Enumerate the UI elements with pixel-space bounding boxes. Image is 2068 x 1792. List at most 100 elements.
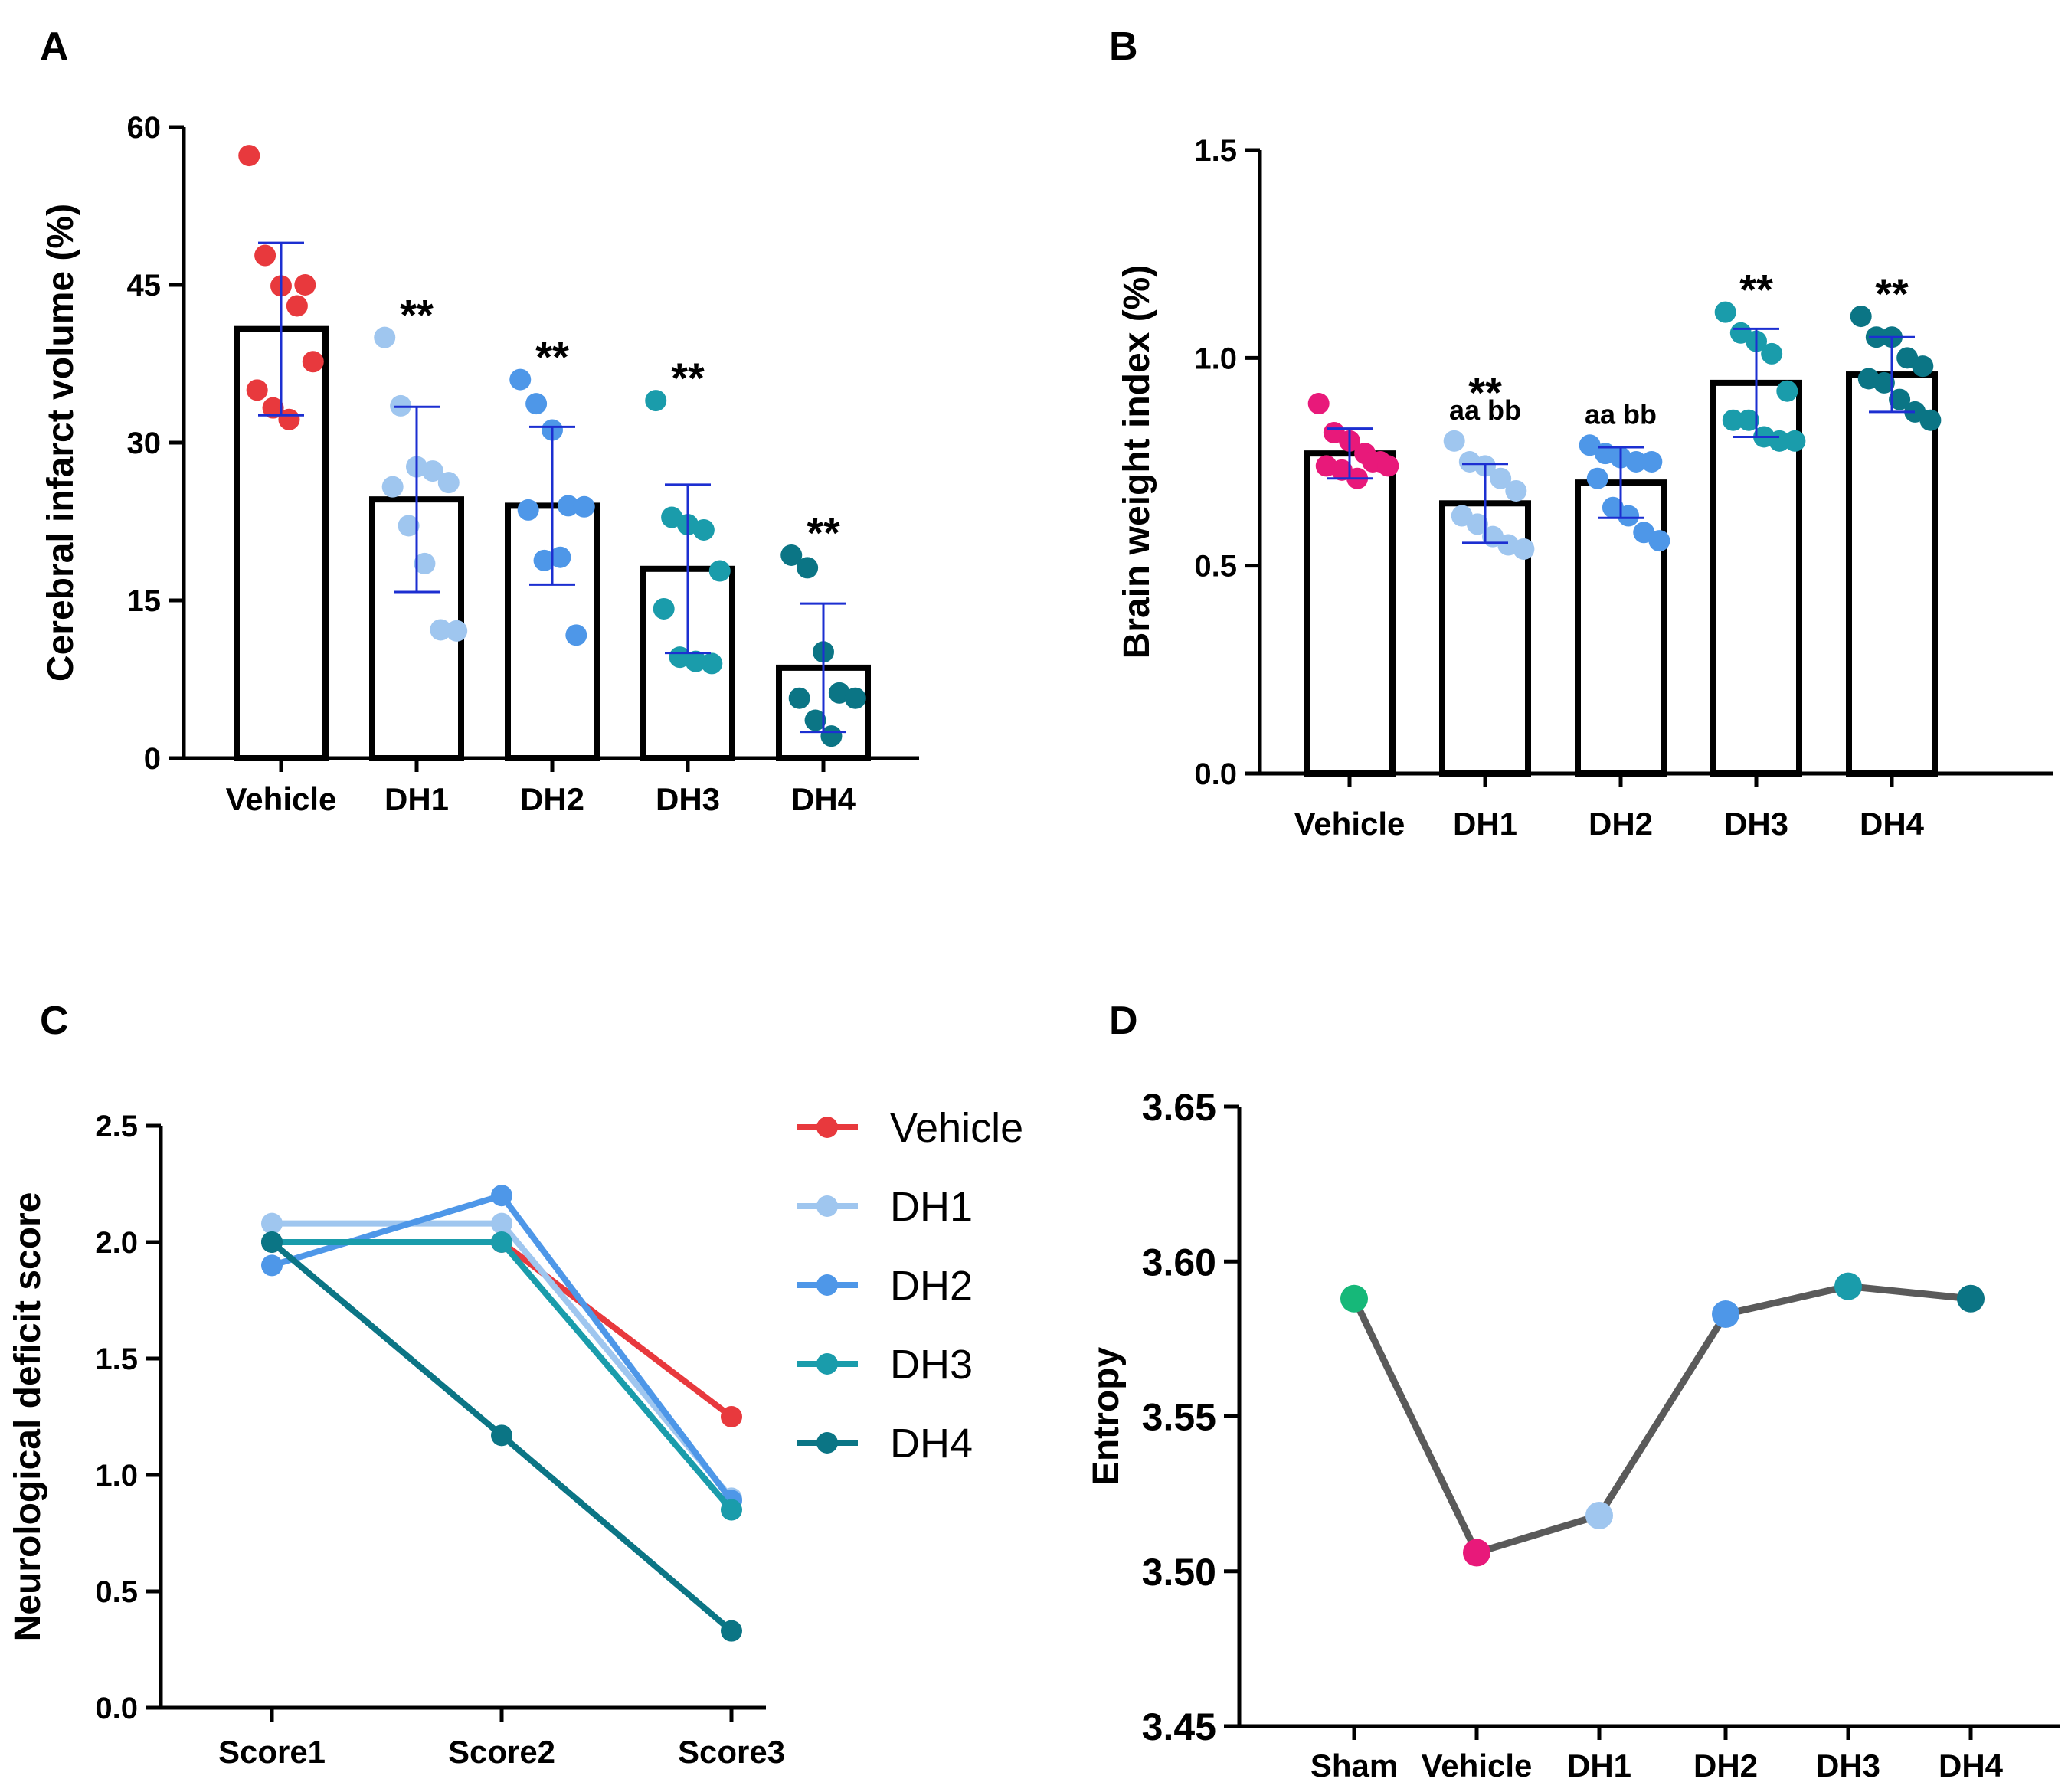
a-point-DH1 [381,476,404,498]
a-point-DH3 [692,518,715,541]
a-point-Vehicle [278,408,300,430]
b-point-DH3 [1722,409,1744,431]
b-point-DH2 [1586,467,1608,489]
b-point-DH3 [1737,409,1759,431]
c-point-DH4 [491,1424,512,1447]
c-point-DH1 [491,1212,512,1234]
a-x-label-DH1: DH1 [384,781,449,817]
c-legend-marker-Vehicle [816,1117,838,1138]
d-point-Sham [1340,1284,1368,1313]
b-point-DH1 [1490,467,1512,489]
panel-d-letter: D [1109,999,1138,1043]
b-x-label-DH4: DH4 [1860,806,1925,842]
b-point-DH2 [1618,505,1640,527]
a-point-Vehicle [246,379,268,401]
a-point-DH2 [557,495,579,517]
a-significance-DH3: ** [671,354,705,402]
a-point-DH1 [414,552,436,574]
a-point-DH2 [525,393,548,415]
d-point-DH1 [1585,1501,1613,1529]
c-y-tick-label: 0.5 [95,1575,138,1609]
panel-b-letter: B [1109,25,1138,69]
a-y-tick-label: 60 [127,111,162,145]
c-x-label-Score2: Score2 [448,1734,555,1770]
b-subannotation-DH1: aa bb [1449,394,1521,426]
b-x-label-DH1: DH1 [1453,806,1517,842]
b-y-tick-label: 1.5 [1194,134,1237,168]
c-point-DH2 [491,1185,512,1207]
panel-c-letter: C [40,999,69,1043]
a-point-DH2 [517,499,539,521]
b-x-label-Vehicle: Vehicle [1294,806,1405,842]
b-point-DH2 [1648,530,1670,552]
d-x-label-DH2: DH2 [1693,1748,1758,1784]
b-y-tick-label: 1.0 [1194,342,1237,375]
d-x-label-Vehicle: Vehicle [1422,1748,1533,1784]
b-point-DH4 [1912,355,1934,378]
a-y-tick-label: 30 [127,427,162,460]
a-point-DH3 [708,560,731,582]
d-point-Vehicle [1463,1539,1490,1567]
a-point-DH2 [509,368,532,391]
b-significance-DH3: ** [1739,266,1773,314]
a-point-DH2 [533,549,555,571]
a-point-DH4 [820,725,843,747]
b-bar-Vehicle [1304,450,1396,777]
c-x-label-Score1: Score1 [218,1734,326,1770]
a-point-Vehicle [286,295,308,317]
a-point-DH3 [653,597,675,620]
a-point-Vehicle [302,351,324,373]
a-point-DH4 [844,687,866,709]
b-point-DH4 [1873,371,1895,394]
a-point-DH1 [398,515,420,537]
a-point-DH4 [797,557,819,579]
panel-a-letter: A [40,25,69,69]
c-legend-marker-DH3 [816,1353,838,1375]
d-y-tick-label: 3.65 [1142,1086,1216,1129]
b-y-tick-label: 0.5 [1194,550,1237,584]
a-point-DH3 [685,650,707,672]
d-x-label-DH4: DH4 [1939,1748,2004,1784]
c-legend-marker-DH1 [816,1195,838,1217]
b-point-DH2 [1641,451,1663,473]
b-point-DH1 [1505,479,1527,502]
b-point-DH3 [1784,430,1806,452]
a-x-label-DH3: DH3 [656,781,720,817]
b-y-axis-label: Brain weight index (%) [1117,265,1157,659]
d-line-entropy [1350,1283,1971,1557]
c-point-DH4 [721,1620,742,1642]
panel-d-chart: 3.45 3.50 3.55 3.60 3.65 Entropy Sham Vehicle DH… [1086,1086,2060,1784]
a-significance-DH4: ** [807,508,840,557]
d-y-axis-label: Entropy [1086,1347,1127,1486]
a-y-tick-label: 45 [127,269,162,302]
d-x-label-DH1: DH1 [1567,1748,1631,1784]
d-point-DH4 [1957,1284,1985,1313]
c-point-DH3 [721,1499,742,1521]
panel-a-chart: 0 15 30 45 60 Cerebral infarct volume (%) Vehi… [41,111,919,817]
a-point-DH3 [701,652,723,675]
b-subannotation-DH2: aa bb [1585,398,1657,430]
c-point-DH2 [261,1254,283,1277]
a-y-tick-label: 0 [144,742,161,776]
c-legend-label-DH4: DH4 [890,1421,973,1467]
a-point-DH1 [437,472,460,494]
b-point-DH4 [1919,409,1942,431]
b-point-DH2 [1625,451,1648,473]
a-significance-DH1: ** [400,291,434,339]
d-y-tick-label: 3.50 [1142,1551,1216,1594]
a-x-label-DH2: DH2 [520,781,584,817]
d-x-label-DH3: DH3 [1816,1748,1880,1784]
b-x-label-DH3: DH3 [1724,806,1788,842]
c-line-DH3 [272,1239,735,1512]
c-y-axis-label: Neurological deficit score [8,1192,48,1642]
d-point-DH2 [1712,1300,1739,1329]
b-y-tick-label: 0.0 [1194,757,1237,791]
d-y-tick-label: 3.60 [1142,1241,1216,1284]
a-point-DH1 [430,619,452,641]
d-y-tick-label: 3.55 [1142,1396,1216,1439]
a-point-DH2 [549,546,571,568]
c-legend-label-DH3: DH3 [890,1342,973,1388]
b-bar-DH4 [1846,371,1938,777]
a-point-DH1 [374,326,396,348]
